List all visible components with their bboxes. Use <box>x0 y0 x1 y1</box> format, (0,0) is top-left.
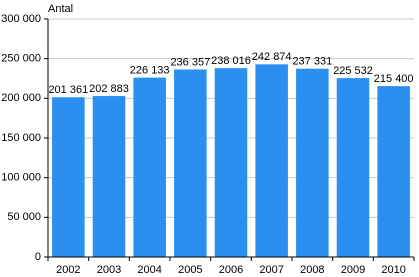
bar <box>377 86 410 257</box>
x-tick-label: 2010 <box>381 264 405 276</box>
bar <box>296 68 329 257</box>
y-tick-label: 100 000 <box>1 172 41 184</box>
x-tick-label: 2009 <box>341 264 365 276</box>
value-label: 238 016 <box>211 55 251 67</box>
value-label: 236 357 <box>170 56 210 68</box>
value-label: 201 361 <box>48 84 88 96</box>
bar <box>336 78 370 258</box>
y-tick-label: 300 000 <box>1 13 41 25</box>
bar <box>133 77 166 257</box>
y-tick-label: 200 000 <box>1 92 41 104</box>
bar <box>214 68 248 257</box>
bar <box>92 96 126 258</box>
value-label: 202 883 <box>89 83 129 95</box>
value-label: 242 874 <box>252 51 292 63</box>
y-tick-label: 0 <box>35 251 41 263</box>
x-tick-label: 2004 <box>137 264 161 276</box>
value-label: 215 400 <box>374 73 414 85</box>
y-tick-label: 50 000 <box>7 211 41 223</box>
x-tick-label: 2007 <box>259 264 283 276</box>
x-tick-label: 2003 <box>97 264 121 276</box>
x-tick-label: 2006 <box>219 264 243 276</box>
value-label: 226 133 <box>130 65 170 77</box>
bar <box>174 69 207 257</box>
bar <box>255 64 288 257</box>
x-tick-label: 2002 <box>56 264 80 276</box>
x-tick-label: 2005 <box>178 264 202 276</box>
y-axis-label: Antal <box>48 3 73 15</box>
y-tick-label: 250 000 <box>1 53 41 65</box>
x-tick-label: 2008 <box>300 264 324 276</box>
bar <box>52 97 85 258</box>
value-label: 225 532 <box>333 65 373 77</box>
value-label: 237 331 <box>292 56 332 68</box>
y-tick-label: 150 000 <box>1 132 41 144</box>
